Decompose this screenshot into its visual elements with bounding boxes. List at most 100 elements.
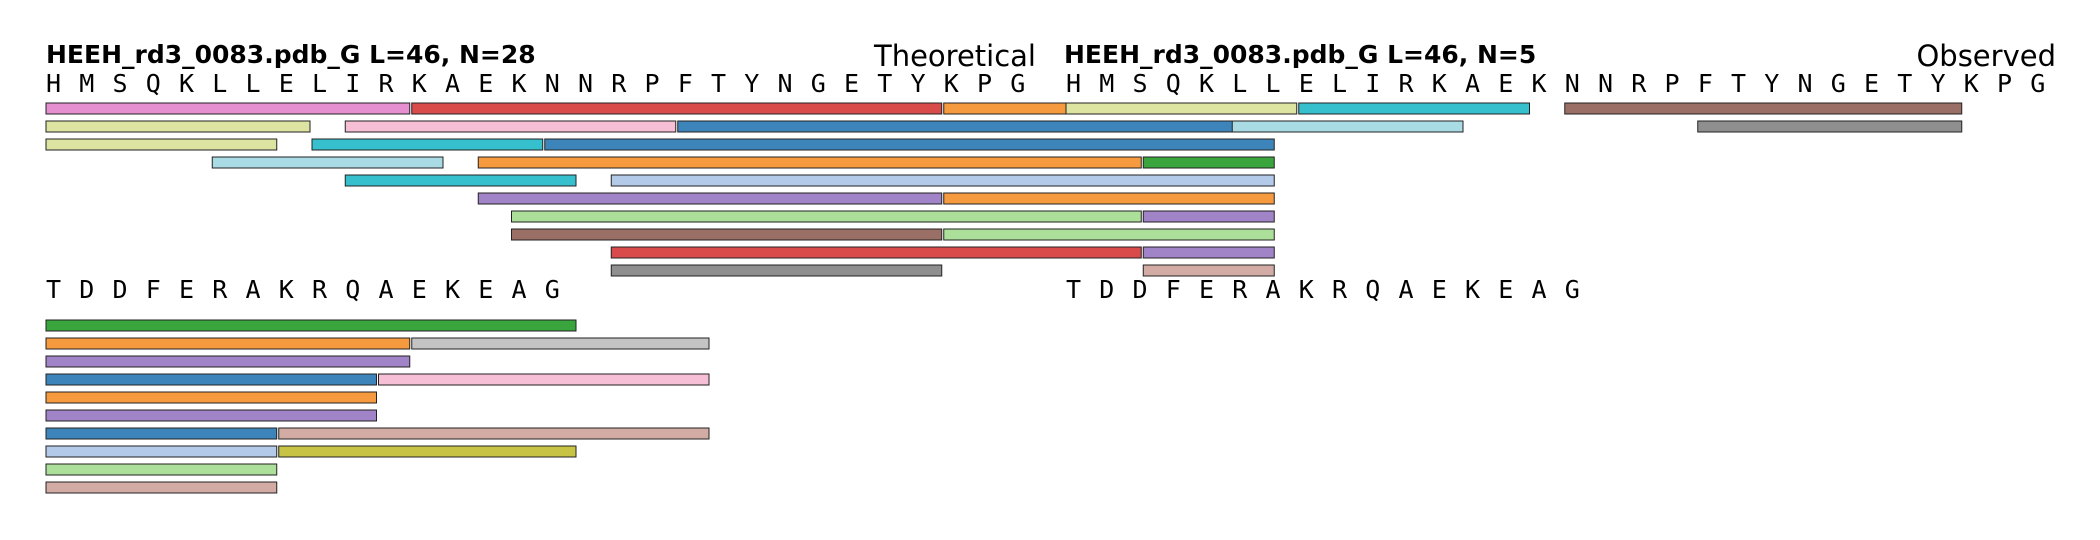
residue-letter: I <box>1365 69 1380 98</box>
residue-letter: K <box>512 69 527 98</box>
residue-letter: T <box>711 69 726 98</box>
residue-letter: Q <box>345 275 360 304</box>
residue-letter: H <box>1066 69 1081 98</box>
panel-title: HEEH_rd3_0083.pdb_G L=46, N=28 <box>46 40 536 69</box>
residue-letter: H <box>46 69 61 98</box>
residue-letter: P <box>645 69 660 98</box>
residue-letter: D <box>113 275 128 304</box>
peptide-bar <box>45 355 411 368</box>
residue-letter: Y <box>1931 69 1946 98</box>
residue-letter: S <box>113 69 128 98</box>
residue-letter: G <box>1565 275 1580 304</box>
peptide-bar <box>1564 102 1963 115</box>
residue-letter: K <box>1532 69 1547 98</box>
peptide-bar <box>45 481 278 494</box>
peptide-bar <box>1142 246 1275 259</box>
residue-letter: T <box>1066 275 1081 304</box>
residue-letter: N <box>1598 69 1613 98</box>
residue-letter: D <box>1133 275 1148 304</box>
residue-letter: L <box>1232 69 1247 98</box>
residue-letter: E <box>179 275 194 304</box>
residue-letter: K <box>179 69 194 98</box>
residue-letter: A <box>512 275 527 304</box>
peptide-bar <box>45 319 577 332</box>
residue-letter: E <box>478 69 493 98</box>
peptide-bar <box>943 192 1275 205</box>
residue-letter: G <box>2030 69 2045 98</box>
residue-letter: M <box>1099 69 1114 98</box>
peptide-bar <box>344 120 677 133</box>
peptide-bar <box>1065 102 1298 115</box>
residue-letter: L <box>312 69 327 98</box>
residue-letter: T <box>1897 69 1912 98</box>
residue-letter: G <box>1010 69 1025 98</box>
peptide-bar <box>1142 210 1275 223</box>
peptide-bar <box>610 174 1275 187</box>
residue-letter: P <box>1997 69 2012 98</box>
residue-letter: N <box>1565 69 1580 98</box>
peptide-bar <box>610 246 1142 259</box>
peptide-bar <box>278 445 577 458</box>
peptide-bar <box>45 102 411 115</box>
residue-letter: E <box>279 69 294 98</box>
residue-letter: P <box>977 69 992 98</box>
residue-letter: K <box>1964 69 1979 98</box>
residue-letter: Q <box>1365 275 1380 304</box>
residue-letter: A <box>1399 275 1414 304</box>
residue-letter: Y <box>911 69 926 98</box>
residue-letter: K <box>1199 69 1214 98</box>
residue-letter: L <box>246 69 261 98</box>
residue-letter: E <box>1498 69 1513 98</box>
peptide-bar <box>411 337 710 350</box>
residue-letter: N <box>778 69 793 98</box>
residue-letter: N <box>1798 69 1813 98</box>
peptide-bar <box>45 391 377 404</box>
residue-letter: L <box>1266 69 1281 98</box>
residue-letter: E <box>844 69 859 98</box>
residue-letter: A <box>379 275 394 304</box>
panel-title: HEEH_rd3_0083.pdb_G L=46, N=5 <box>1064 40 1536 69</box>
panel-label: Theoretical <box>873 39 1036 73</box>
residue-letter: K <box>1465 275 1480 304</box>
residue-letter: N <box>545 69 560 98</box>
panel-label: Observed <box>1916 39 2056 73</box>
residue-letter: M <box>79 69 94 98</box>
residue-letter: R <box>1232 275 1248 304</box>
residue-letter: L <box>1332 69 1347 98</box>
residue-letter: R <box>212 275 228 304</box>
peptide-bar <box>1142 264 1275 277</box>
residue-letter: R <box>312 275 328 304</box>
residue-letter: K <box>279 275 294 304</box>
residue-letter: G <box>545 275 560 304</box>
panel-observed: HEEH_rd3_0083.pdb_G L=46, N=5 Observed H… <box>1064 39 2056 304</box>
residue-letter: Q <box>1166 69 1181 98</box>
residue-letter: K <box>944 69 959 98</box>
residue-letter: G <box>1831 69 1846 98</box>
peptide-bar <box>45 138 278 151</box>
residue-letter: I <box>345 69 360 98</box>
residue-letter: E <box>1498 275 1513 304</box>
peptide-bar <box>45 445 278 458</box>
peptide-bar <box>45 463 278 476</box>
peptide-bar <box>1231 120 1464 133</box>
residue-letter: E <box>412 275 427 304</box>
residue-letter: T <box>1731 69 1746 98</box>
residue-letter: K <box>1299 275 1314 304</box>
residue-letter: K <box>412 69 427 98</box>
residue-letter: Y <box>1764 69 1779 98</box>
residue-letter: R <box>379 69 395 98</box>
residue-letter: Y <box>744 69 759 98</box>
residue-letter: S <box>1133 69 1148 98</box>
peptide-bar <box>344 174 577 187</box>
peptide-bar <box>45 409 377 422</box>
residue-letter: A <box>1266 275 1281 304</box>
residue-letter: E <box>1299 69 1314 98</box>
peptide-bar <box>378 373 710 386</box>
residue-letter: F <box>1166 275 1181 304</box>
peptide-bar <box>610 264 943 277</box>
residue-letter: A <box>1465 69 1480 98</box>
